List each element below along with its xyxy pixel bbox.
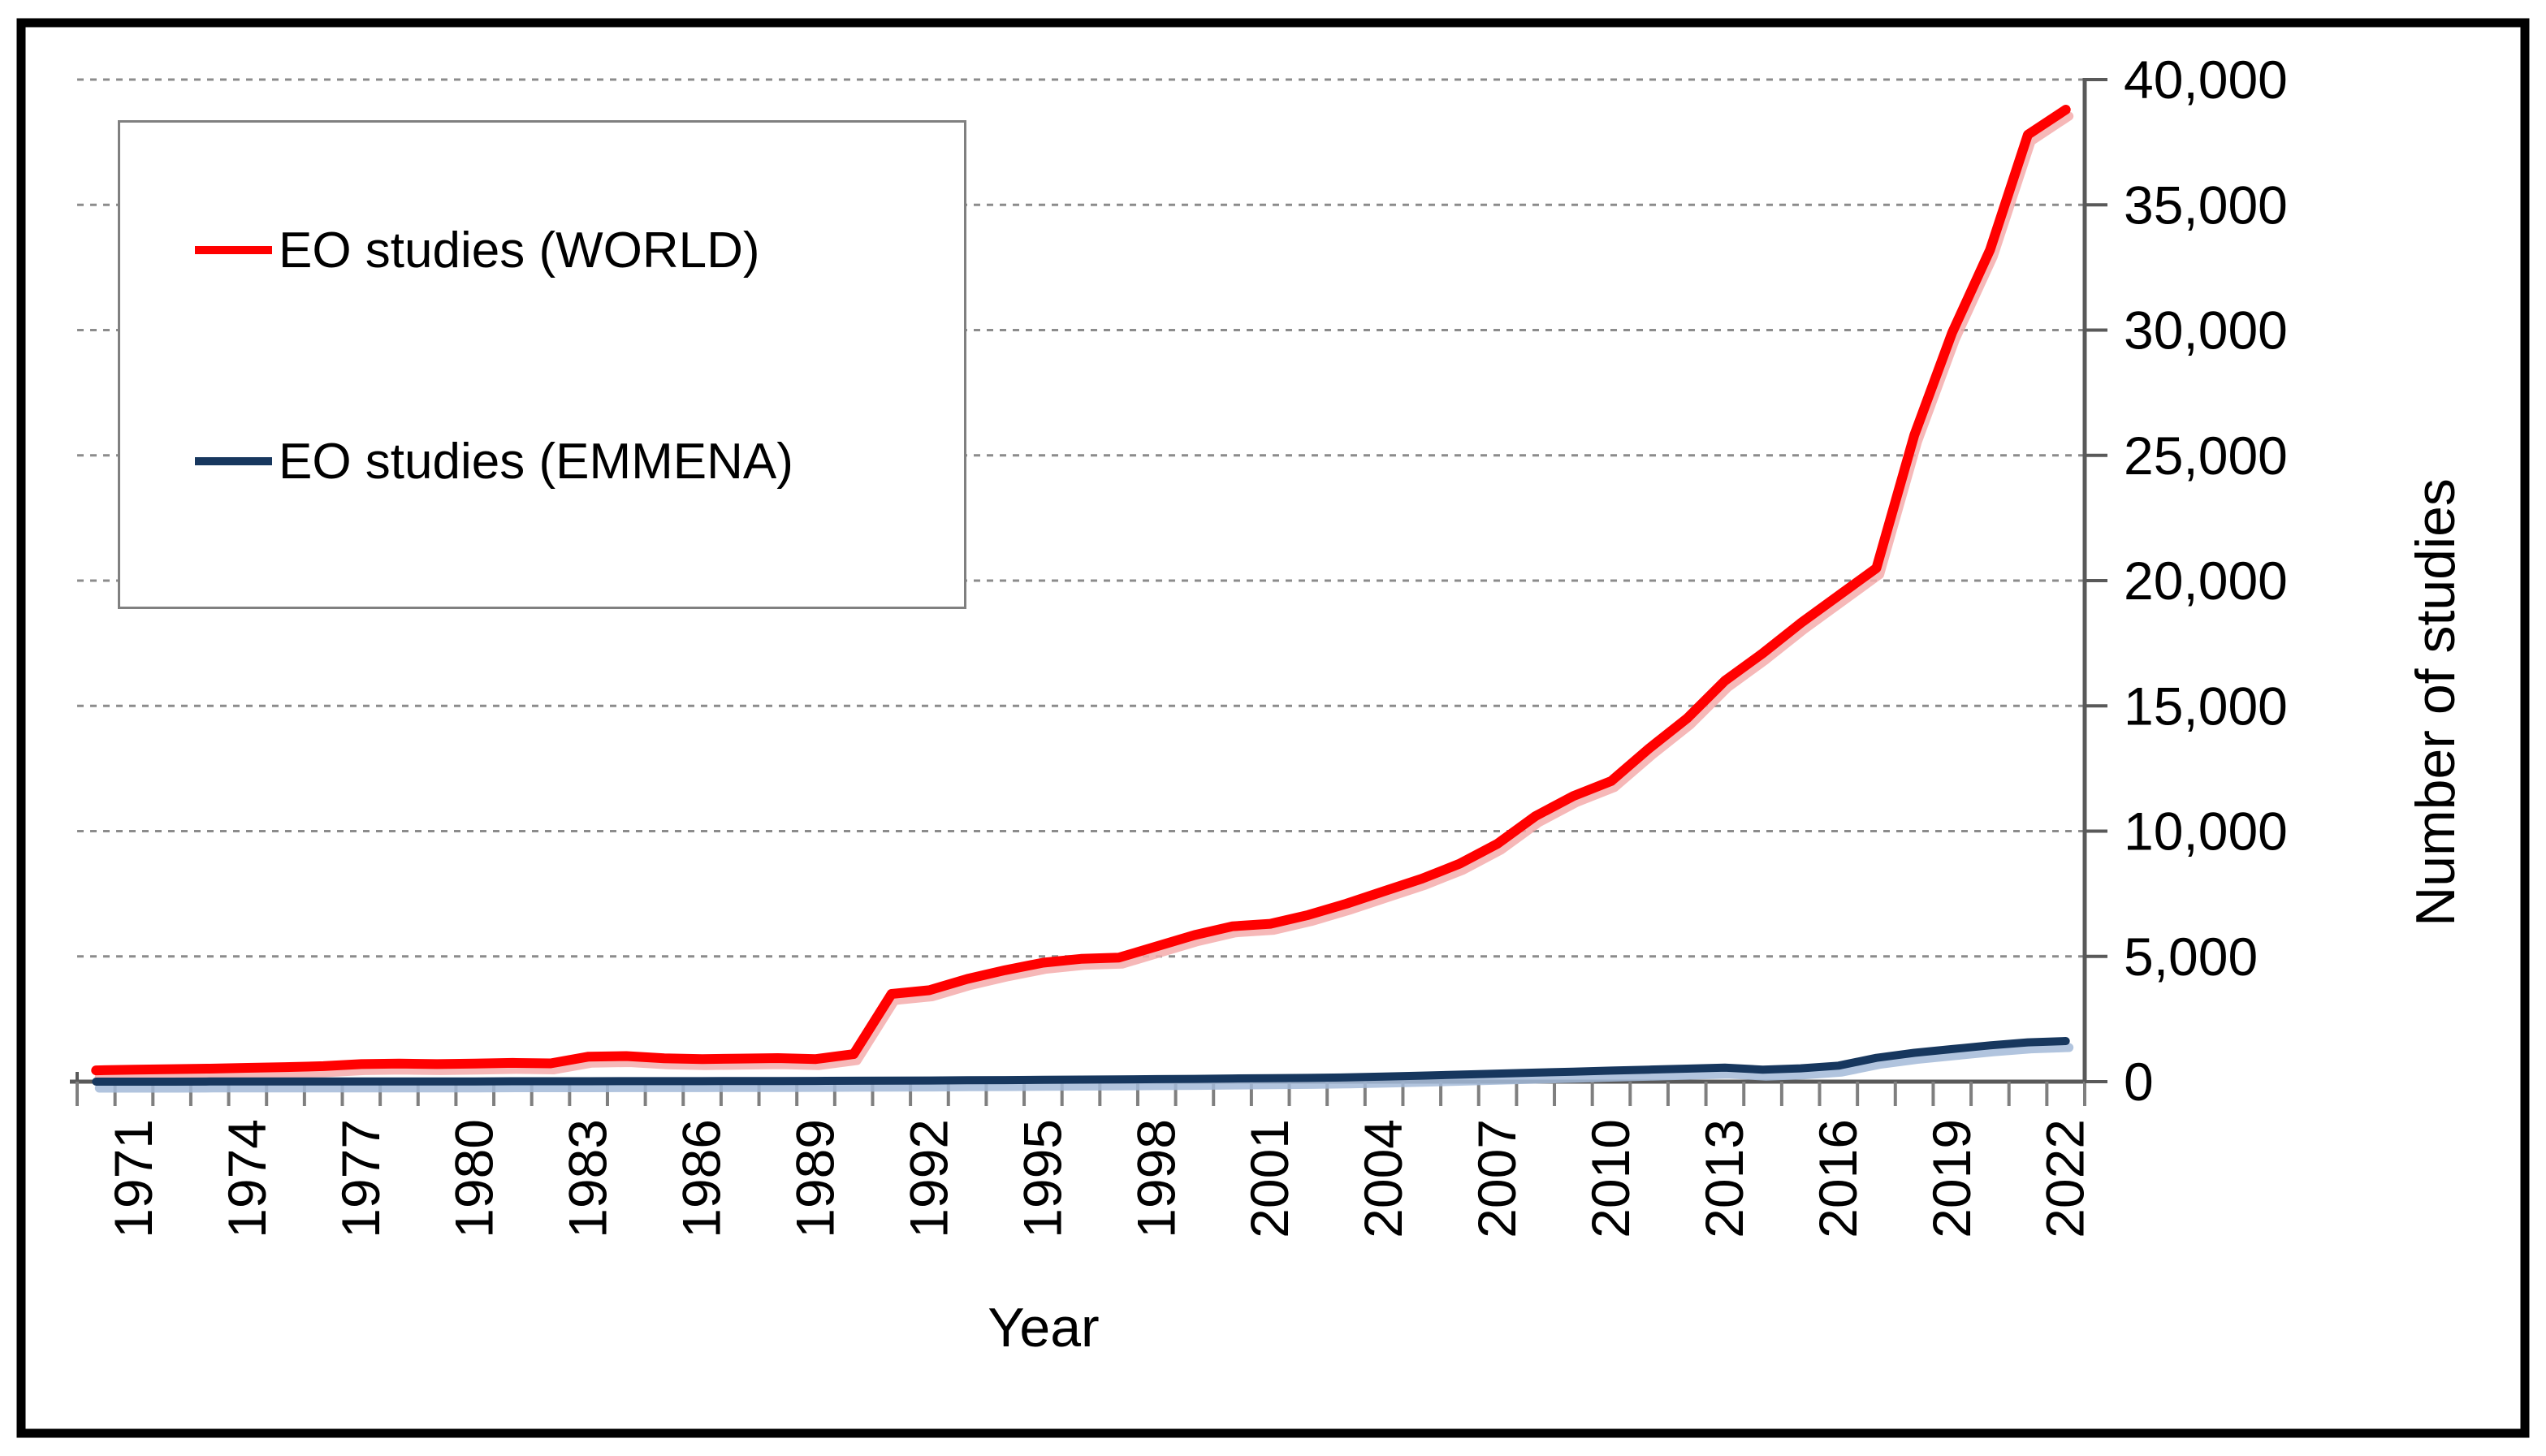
x-tick-label: 1977	[331, 1119, 391, 1238]
x-tick-label: 2001	[1239, 1119, 1299, 1238]
y-tick-label: 40,000	[2124, 50, 2288, 110]
y-tick-label: 5,000	[2124, 927, 2258, 987]
y-tick-label: 25,000	[2124, 426, 2288, 486]
legend-label-emmena: EO studies (EMMENA)	[279, 433, 793, 490]
y-tick-label: 20,000	[2124, 551, 2288, 611]
y-tick-labels: 0 5,000 10,000 15,000 20,000 25,000 30,000 35,0…	[2124, 50, 2288, 1112]
y-axis-title: Number of studies	[2405, 478, 2466, 927]
y-tick-label: 35,000	[2124, 175, 2288, 235]
series-lines	[91, 105, 2071, 1086]
legend-label-world: EO studies (WORLD)	[279, 222, 760, 279]
series-shadows	[94, 111, 2074, 1093]
x-tick-label: 1989	[785, 1119, 845, 1238]
x-tick-label: 2007	[1467, 1119, 1527, 1238]
legend-entry-world: EO studies (WORLD)	[120, 197, 964, 303]
x-tick-label: 2016	[1808, 1119, 1868, 1238]
y-tick-label: 30,000	[2124, 300, 2288, 361]
x-tick-label: 2004	[1353, 1119, 1413, 1238]
y-tick-label: 0	[2124, 1052, 2154, 1112]
x-axis-title: Year	[988, 1297, 1100, 1359]
figure-border	[16, 18, 2530, 1438]
legend-box: EO studies (WORLD) EO studies (EMMENA)	[118, 120, 966, 609]
x-tick-labels: 1971 1974 1977 1980 1983 1986 1989 1992 1995 1998…	[103, 1119, 2095, 1238]
x-tick-label: 1992	[898, 1119, 958, 1238]
series-line-emmena	[92, 1037, 2070, 1086]
legend-swatch-emmena-line	[195, 457, 272, 465]
legend-swatch-world-line	[195, 246, 272, 254]
x-tick-label: 2013	[1694, 1119, 1754, 1238]
x-tick-label: 2022	[2035, 1119, 2095, 1238]
x-tick-label: 1998	[1126, 1119, 1186, 1238]
series-shadow-world	[94, 111, 2074, 1082]
x-tick-label: 2010	[1580, 1119, 1640, 1238]
y-tick-label: 15,000	[2124, 676, 2288, 736]
series-shadow-emmena	[94, 1043, 2074, 1093]
x-tick-label: 1983	[558, 1119, 618, 1238]
x-tick-label: 2019	[1921, 1119, 1982, 1238]
y-tick-label: 10,000	[2124, 801, 2288, 862]
x-tick-label: 1980	[444, 1119, 504, 1238]
x-tick-label: 1971	[103, 1119, 163, 1238]
y-ticks	[2085, 78, 2107, 1083]
x-tick-label: 1995	[1012, 1119, 1072, 1238]
x-tick-label: 1974	[217, 1119, 277, 1238]
x-tick-label: 1986	[672, 1119, 732, 1238]
series-line-world	[91, 105, 2071, 1076]
legend-entry-emmena: EO studies (EMMENA)	[120, 408, 964, 514]
